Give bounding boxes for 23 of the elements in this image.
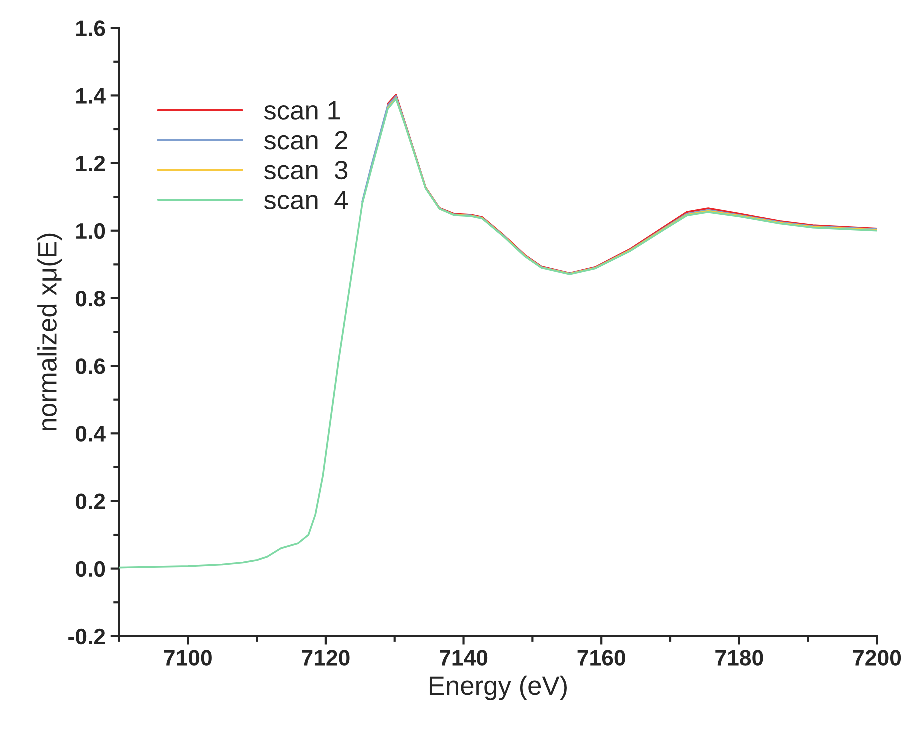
y-tick-label: 1.4 [76,88,106,104]
legend-label: scan 3 [264,160,348,180]
y-tick-label: 0.2 [76,494,106,510]
x-tick-label: 7100 [164,650,212,666]
y-axis-title: normalized xμ(E) [38,234,62,430]
legend-label: scan 1 [264,102,340,120]
x-tick-label: 7120 [302,650,350,666]
legend-label: scan 2 [264,131,348,150]
x-tick-label: 7180 [716,650,764,666]
y-tick-label: -0.2 [68,628,106,645]
x-tick-label: 7140 [440,650,488,666]
legend-label: scan 4 [264,191,348,210]
y-tick-label: 1.0 [76,223,106,240]
y-tick-label: 0.0 [76,561,106,578]
x-axis-title: Energy (eV) [430,676,567,700]
y-tick-label: 0.6 [76,358,106,374]
y-tick-label: 1.2 [76,156,106,172]
line-series [119,98,878,569]
x-tick-label: 7200 [853,650,902,666]
y-tick-label: 0.4 [76,426,106,442]
x-tick-label: 7160 [578,650,626,666]
y-tick-label: 1.6 [76,20,106,36]
y-tick-label: 0.8 [76,291,106,307]
